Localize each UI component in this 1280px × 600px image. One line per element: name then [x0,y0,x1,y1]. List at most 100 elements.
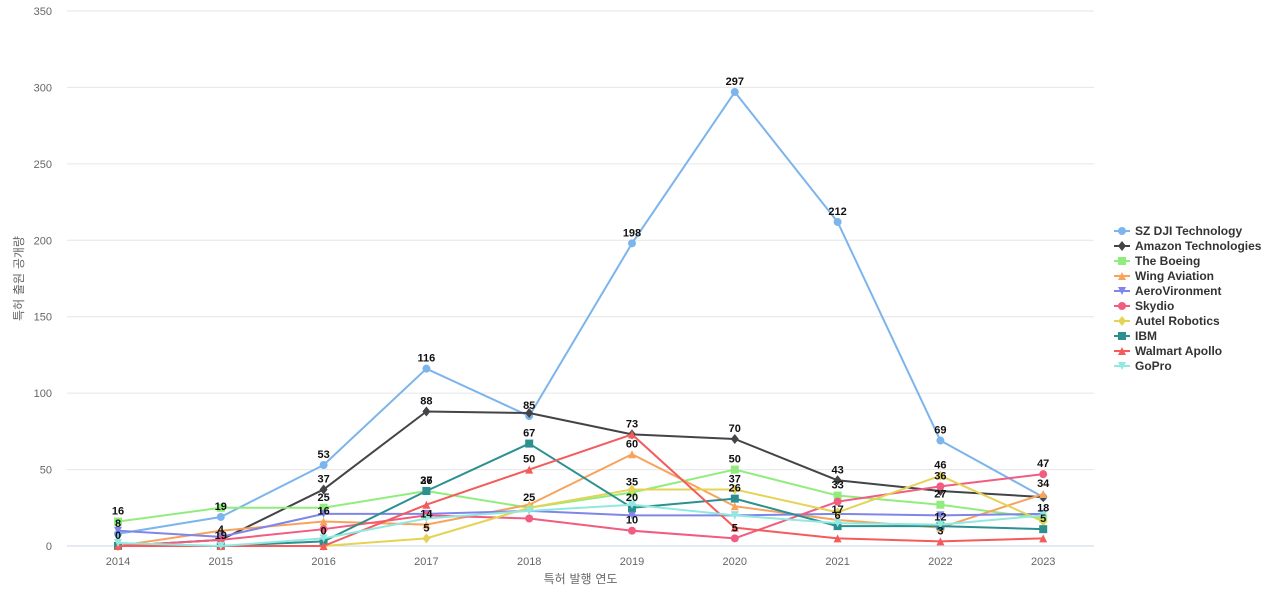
data-point [628,500,636,509]
data-point [833,507,842,518]
x-tick-label: 2023 [1031,556,1055,568]
data-label: 67 [523,428,535,440]
data-point [1039,490,1048,499]
data-point [1039,511,1048,520]
y-tick-label: 50 [40,465,52,477]
data-point [730,534,739,543]
data-point [833,534,842,543]
legend-marker [1118,332,1126,340]
data-point [1039,516,1048,527]
data-label: 297 [726,76,744,88]
data-label: 212 [828,206,846,218]
series-line [117,503,1045,547]
data-label: 25 [523,492,535,504]
x-tick-label: 2016 [311,556,335,568]
data-point [730,511,739,520]
data-label: 0 [321,525,327,537]
data-point [216,503,225,512]
data-point [936,482,945,491]
data-label: 17 [831,504,843,516]
x-axis-title: 특허 발행 연도 [544,571,618,586]
data-point [1039,534,1048,543]
data-label: 33 [831,480,843,492]
data-point [936,511,945,520]
data-point [422,486,431,495]
data-point [628,450,636,459]
data-label: 35 [626,477,638,489]
legend-marker [1118,287,1126,295]
legend-item-label: GoPro [1135,359,1172,373]
legend-item-label: Wing Aviation [1135,269,1214,283]
y-tick-label: 350 [34,6,52,18]
data-point [936,470,945,481]
legend-item-label: The Boeing [1135,254,1200,268]
data-point [216,526,225,535]
data-label: 27 [420,475,432,487]
data-label: 198 [623,227,641,239]
data-label: 26 [729,483,741,495]
series-line [117,509,1045,538]
legend-marker [1118,272,1126,280]
data-label: 8 [115,518,121,530]
data-point [936,537,945,546]
data-label: 70 [729,423,741,435]
data-label: 16 [112,506,124,518]
data-label: 69 [934,425,946,437]
x-tick-label: 2022 [928,556,952,568]
data-point [319,484,328,495]
y-axis-title: 특허 출원 공개량 [12,236,26,321]
data-point [319,503,328,512]
data-point [422,520,431,529]
x-tick-label: 2019 [620,556,644,568]
data-label: 5 [1040,513,1046,525]
legend-item-label: Skydio [1135,299,1174,313]
x-tick-label: 2021 [825,556,849,568]
data-point [422,533,431,544]
legend-marker [1118,362,1126,370]
series-sz-dji-technology [114,88,1048,538]
legend-marker [1118,257,1126,265]
data-point [628,430,636,439]
data-point [628,526,636,535]
series-walmart-apollo [114,430,1048,550]
data-point [936,520,945,529]
x-tick-label: 2020 [723,556,747,568]
data-point [833,217,842,226]
data-point [319,542,328,550]
legend-item-label: Amazon Technologies [1135,239,1262,253]
data-point [628,484,636,495]
legend-item-label: AeroVironment [1135,284,1221,298]
data-label: 85 [523,400,535,412]
legend-marker [1118,227,1126,235]
data-label: 50 [523,454,535,466]
data-point [525,439,534,448]
series-line [117,91,1045,535]
data-point [525,514,534,523]
legend-item-label: IBM [1135,329,1157,343]
data-label: 20 [626,492,638,504]
data-point [422,406,431,417]
data-point [1039,525,1048,534]
data-point [730,465,739,474]
data-point [422,514,431,523]
x-tick-label: 2014 [106,556,130,568]
data-point [730,502,739,511]
data-point [833,519,842,528]
y-tick-label: 250 [34,159,52,171]
data-label: 12 [934,512,946,524]
legend-marker [1118,347,1126,355]
data-point [319,517,328,526]
data-point [525,465,534,474]
data-label: 47 [1037,458,1049,470]
y-tick-label: 100 [34,388,52,400]
x-tick-label: 2018 [517,556,541,568]
series-ibm [114,439,1048,550]
legend-item-label: Autel Robotics [1135,314,1220,328]
data-point [936,436,945,445]
y-tick-label: 150 [34,312,52,324]
data-point [730,523,739,532]
data-point [216,512,225,521]
data-label: 53 [317,449,329,461]
